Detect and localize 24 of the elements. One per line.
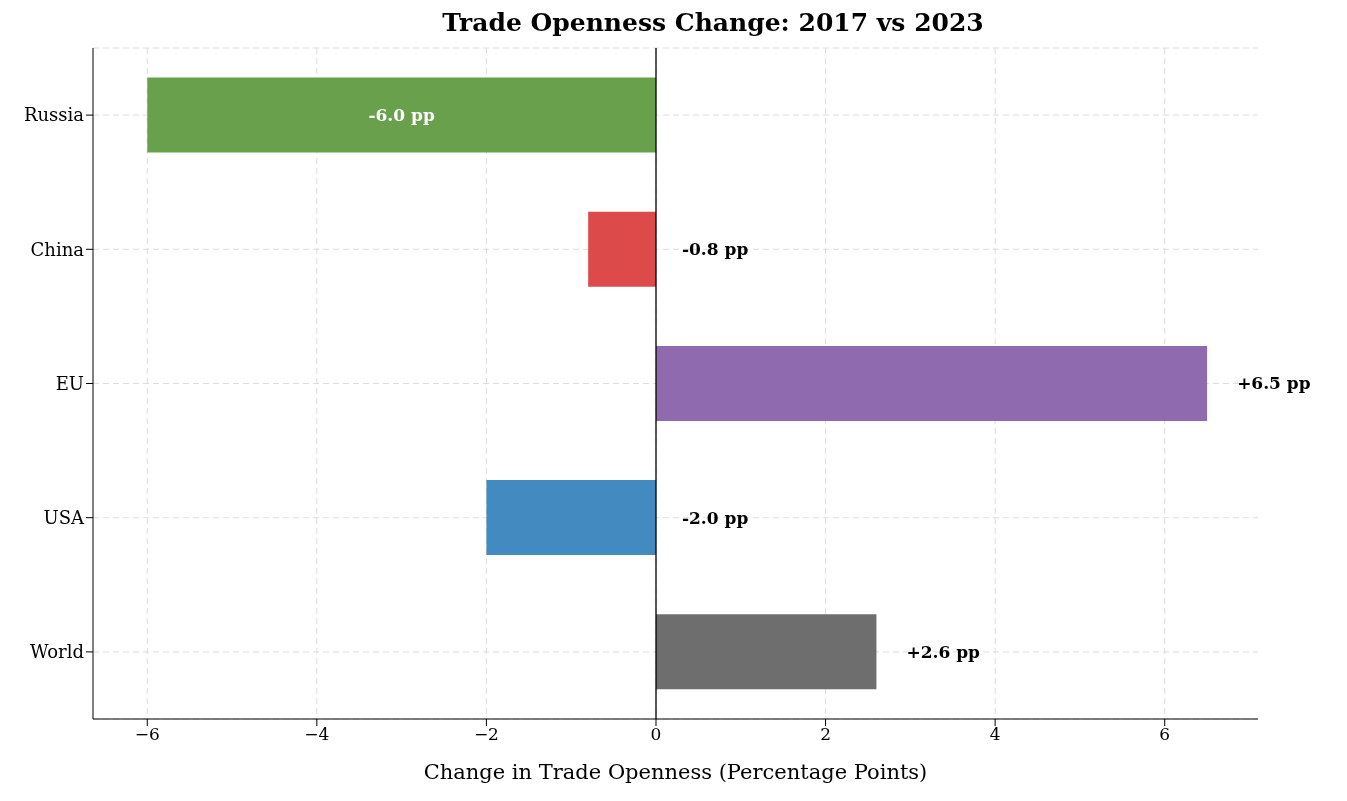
x-tick-label: −2 bbox=[473, 724, 499, 745]
bar bbox=[656, 614, 877, 690]
x-tick-label: −4 bbox=[304, 724, 330, 745]
y-tick-label: China bbox=[30, 238, 85, 260]
data-label: -0.8 pp bbox=[682, 239, 749, 260]
x-tick-label: 0 bbox=[650, 724, 662, 745]
x-tick-label: 2 bbox=[820, 724, 831, 745]
bar bbox=[588, 211, 656, 287]
y-tick-label: USA bbox=[43, 507, 85, 529]
data-label: -2.0 pp bbox=[682, 507, 749, 528]
y-tick-label: Russia bbox=[23, 104, 85, 126]
x-tick-label: 4 bbox=[989, 724, 1001, 745]
y-tick-label: EU bbox=[55, 372, 84, 394]
data-label: +6.5 pp bbox=[1237, 373, 1311, 394]
chart-title: Trade Openness Change: 2017 vs 2023 bbox=[441, 8, 985, 39]
bar bbox=[147, 77, 656, 153]
y-tick-label: World bbox=[30, 641, 84, 663]
x-tick-label: −6 bbox=[134, 724, 160, 745]
bar bbox=[656, 345, 1208, 421]
bar bbox=[486, 480, 656, 556]
data-label: +2.6 pp bbox=[906, 641, 981, 662]
x-axis-title: Change in Trade Openness (Percentage Points) bbox=[423, 760, 928, 784]
x-tick-label: 6 bbox=[1159, 724, 1171, 745]
data-label: -6.0 pp bbox=[368, 104, 435, 125]
